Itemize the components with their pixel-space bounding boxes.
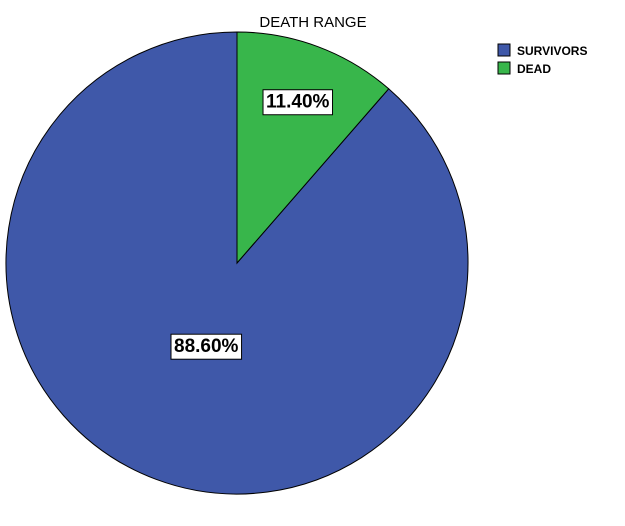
legend-label: DEAD — [517, 62, 551, 76]
legend-label: SURVIVORS — [517, 44, 587, 58]
legend: SURVIVORS DEAD — [497, 43, 587, 76]
data-label-survivors: 88.60% — [170, 333, 243, 360]
data-label-dead: 11.40% — [262, 89, 334, 116]
data-label-box — [170, 333, 243, 360]
legend-item-dead: DEAD — [497, 61, 551, 76]
legend-swatch — [497, 61, 511, 75]
data-label-text: 11.40% — [266, 92, 329, 113]
data-label-text: 88.60% — [174, 336, 239, 357]
data-labels: 88.60% 11.40% — [170, 89, 334, 360]
chart-title: DEATH RANGE — [259, 14, 366, 31]
legend-item-survivors: SURVIVORS — [497, 43, 587, 58]
pie-slices — [5, 31, 469, 495]
legend-swatch — [497, 43, 511, 57]
data-label-box — [262, 89, 334, 116]
